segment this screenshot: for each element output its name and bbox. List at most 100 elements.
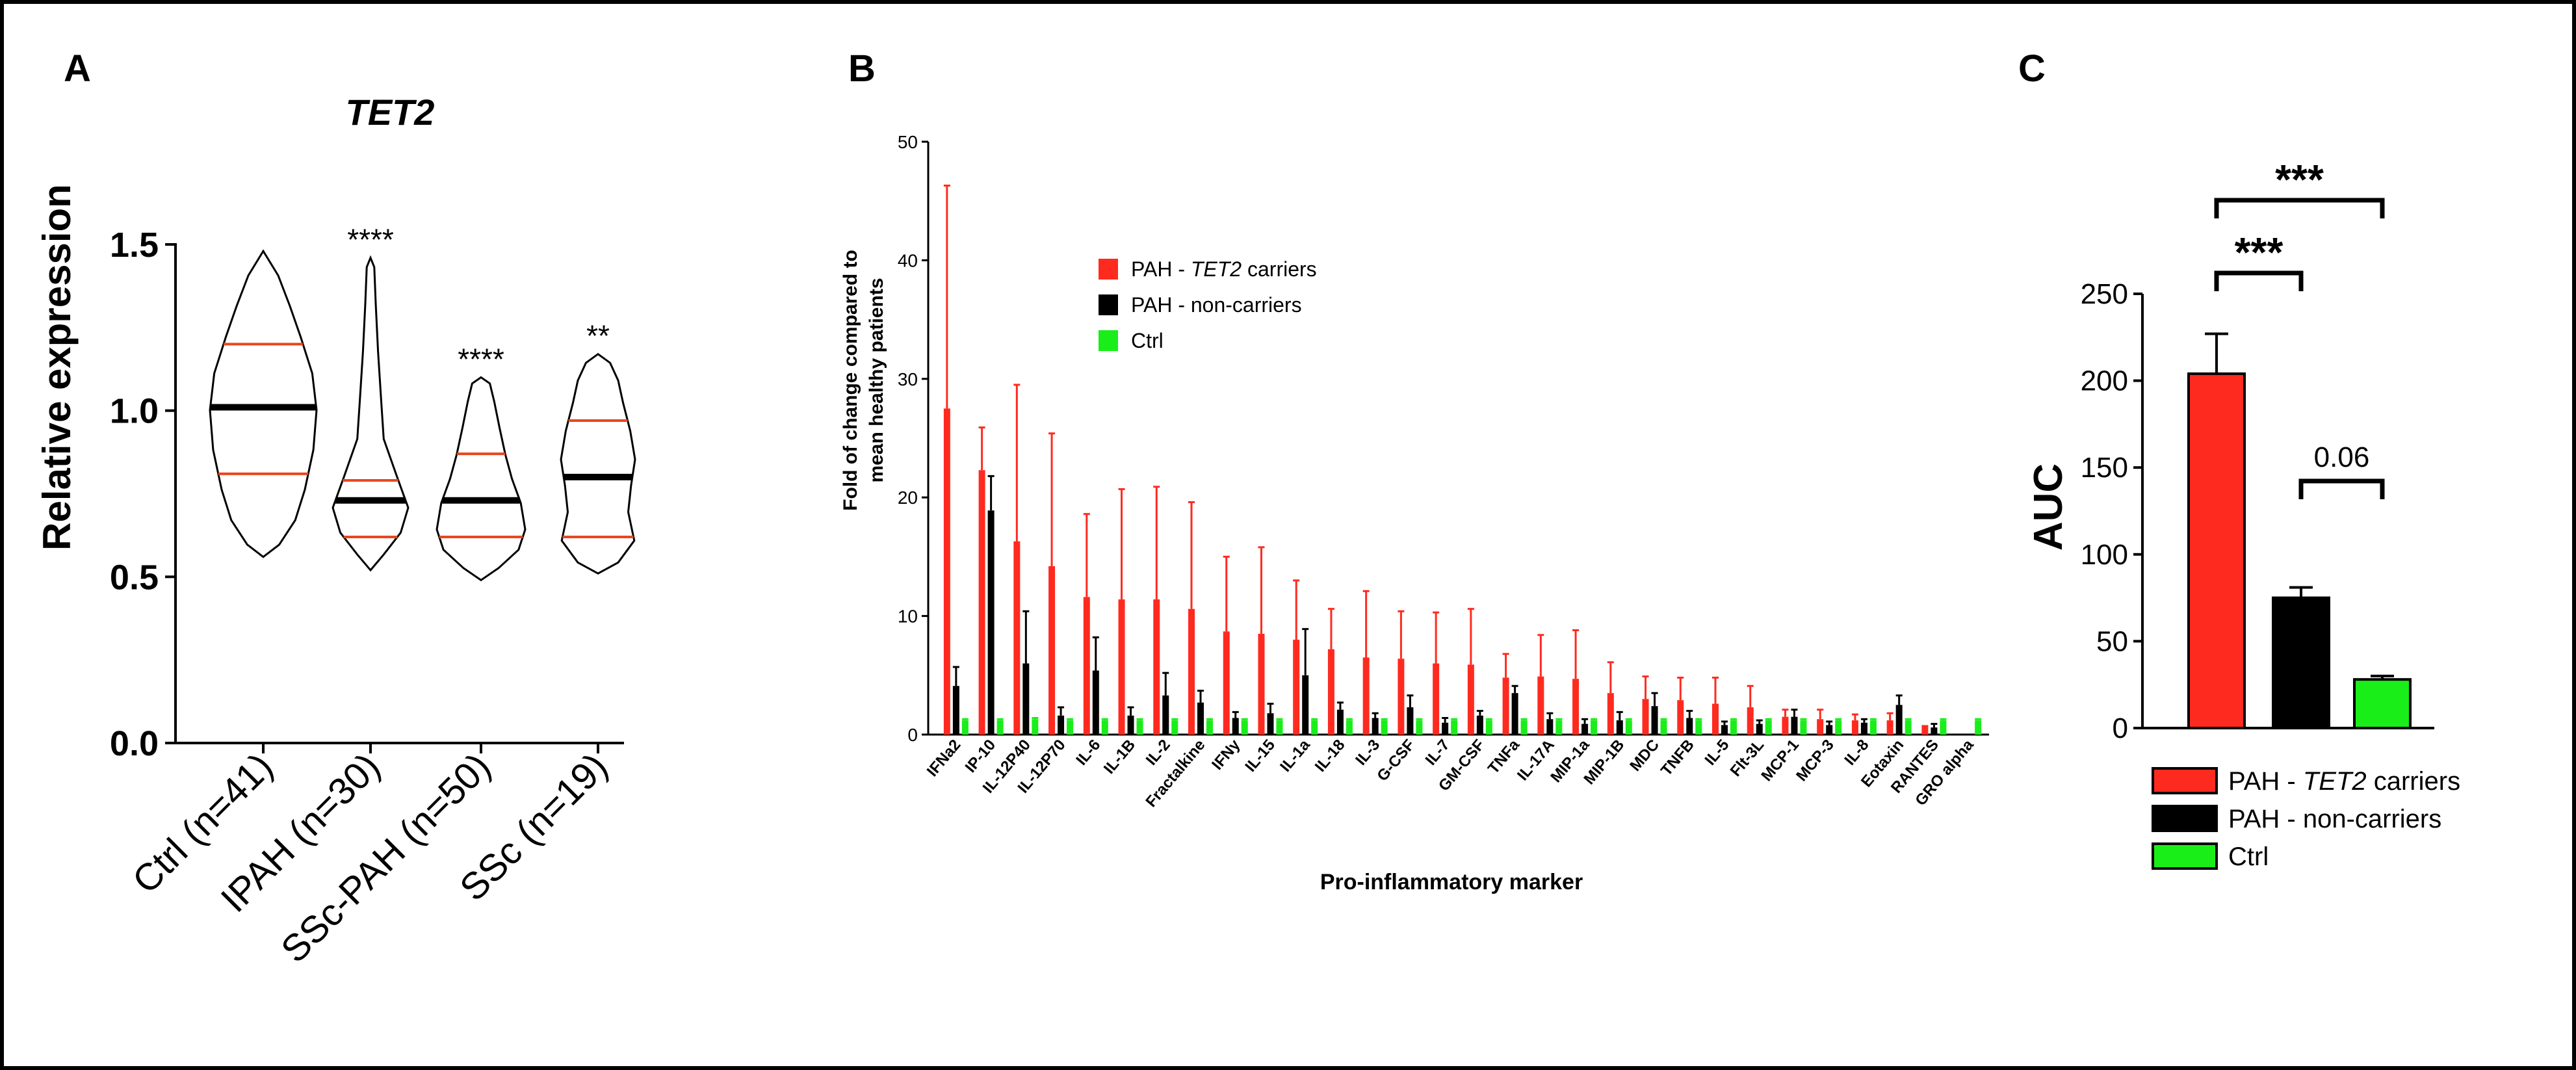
panel-b-x-tick-label: IFNy <box>1208 736 1244 774</box>
bar-green <box>1765 720 1772 735</box>
bar-green <box>1485 720 1492 735</box>
bar-green <box>1101 720 1108 735</box>
bar-green <box>996 720 1004 735</box>
panel-b-y-tick-label: 10 <box>898 607 918 627</box>
bar-black <box>1931 727 1938 735</box>
bar-black <box>1092 670 1099 735</box>
bar-red <box>1502 677 1509 735</box>
bar-black <box>1267 713 1274 735</box>
panel-c-y-tick-label: 250 <box>2081 278 2128 310</box>
panel-b-x-tick-label: IFNa2 <box>924 737 965 780</box>
bar-red <box>1537 676 1544 735</box>
legend-swatch-green <box>2152 842 2218 870</box>
legend-swatch-black <box>2152 805 2218 832</box>
legend-label-black: PAH - non-carriers <box>2228 805 2441 833</box>
bar-black <box>1058 715 1065 735</box>
bar-red <box>1223 631 1230 735</box>
bar-green <box>1032 719 1039 735</box>
bar-black <box>1232 718 1239 735</box>
bar-green <box>961 720 969 735</box>
bar-green <box>1625 720 1632 735</box>
bar-red <box>1607 693 1614 735</box>
panel-c-y-tick-label: 50 <box>2096 625 2128 657</box>
bar-black <box>952 686 959 735</box>
panel-b-x-tick-label: IL-2 <box>1143 737 1174 769</box>
violin-significance: ** <box>586 319 610 353</box>
bar-green <box>1171 720 1178 735</box>
panel-a: A TET2 Relative expression 0.00.51.01.5C… <box>35 47 636 971</box>
bar-red <box>1467 664 1474 735</box>
panel-b-x-tick-label: IL-6 <box>1073 737 1104 769</box>
bar-green <box>1346 720 1353 735</box>
bar-red <box>1747 707 1754 735</box>
panel-a-title: TET2 <box>346 92 435 133</box>
bar-black <box>1616 720 1623 735</box>
panel-c-y-tick-label: 100 <box>2081 539 2128 571</box>
panel-c-bars <box>2187 332 2412 729</box>
panel-c-y-tick-label: 200 <box>2081 365 2128 397</box>
panel-c-significance: *** *** 0.06 <box>2214 156 2385 499</box>
bar-black <box>1336 709 1344 735</box>
bar-red <box>978 470 985 735</box>
panel-c-y-tick-label: 150 <box>2081 452 2128 484</box>
bar-green <box>1311 720 1318 735</box>
panel-b-x-axis-label: Pro-inflammatory marker <box>1320 870 1583 894</box>
bar-green <box>1835 720 1842 735</box>
panel-b-x-tick-label: IL-15 <box>1242 737 1279 776</box>
panel-c-y-tick-label: 0 <box>2113 712 2128 744</box>
bar-green <box>1381 720 1388 735</box>
panel-b: B Fold of change compared to mean health… <box>840 47 1989 894</box>
bar-black <box>1372 718 1379 735</box>
bar-red <box>1118 599 1125 735</box>
bar-red <box>1433 663 1440 735</box>
panel-c: C AUC 0 50 100 150 200 250 *** *** 0.06 PAH - T… <box>2018 47 2460 871</box>
bar-red <box>1048 566 1056 735</box>
panel-a-x-tick-label: SSc-PAH (n=50) <box>273 745 499 971</box>
bar-red <box>1677 700 1684 735</box>
panel-b-x-tick-label: IL-1B <box>1100 737 1139 777</box>
panel-label-c: C <box>2018 47 2046 90</box>
bar-red <box>1817 719 1824 735</box>
panel-b-x-tick-label: MCP-1 <box>1758 737 1802 785</box>
panel-c-axis: 0 50 100 150 200 250 <box>2081 278 2434 744</box>
bar-red <box>1327 649 1334 735</box>
panel-a-y-tick-label: 0.5 <box>110 558 159 597</box>
legend-label-black: PAH - non-carriers <box>1131 293 1302 317</box>
panel-b-y-tick-label: 20 <box>898 488 918 508</box>
bar-green <box>1241 720 1248 735</box>
bar-black <box>1546 719 1554 735</box>
violin-shape <box>332 255 410 572</box>
panel-label-a: A <box>64 47 91 90</box>
panel-b-x-tick-label: IL-7 <box>1422 737 1453 769</box>
bar-red <box>1188 608 1195 735</box>
panel-b-y-axis-label-line-2: mean healthy patients <box>866 278 887 482</box>
bar-green <box>1416 720 1423 735</box>
legend-label-red: PAH - TET2 carriers <box>2228 767 2460 796</box>
panel-b-x-tick-label: MCP-3 <box>1793 737 1838 785</box>
legend-swatch-red <box>1099 259 1118 280</box>
panel-b-y-tick-label: 40 <box>898 250 918 270</box>
panel-label-b: B <box>848 47 876 90</box>
panel-b-x-tick-label: IL-8 <box>1841 737 1872 769</box>
panel-a-y-tick-label: 0.0 <box>110 724 159 763</box>
panel-b-x-tick-label: MDC <box>1626 737 1663 775</box>
bar-black <box>1581 724 1589 735</box>
panel-b-y-tick-label: 30 <box>898 369 918 389</box>
bar-black <box>1860 722 1867 735</box>
legend-label-green: Ctrl <box>2228 842 2269 871</box>
bar-green <box>1695 720 1702 735</box>
bar-black <box>1442 722 1449 735</box>
panel-a-y-tick-label: 1.5 <box>110 226 159 265</box>
bar-black <box>1756 724 1763 735</box>
bar-black <box>1197 702 1204 735</box>
panel-b-x-tick-label: G-CSF <box>1373 737 1418 785</box>
bar-green <box>2353 678 2412 729</box>
violin-shape <box>436 376 527 582</box>
panel-b-legend: PAH - TET2 carriers PAH - non-carriers Ctr… <box>1099 257 1317 352</box>
panel-a-y-axis-label: Relative expression <box>35 184 79 551</box>
bar-green <box>1276 720 1283 735</box>
bar-red <box>1851 720 1858 735</box>
panel-b-y-axis-label-line-1: Fold of change compared to <box>840 250 861 511</box>
